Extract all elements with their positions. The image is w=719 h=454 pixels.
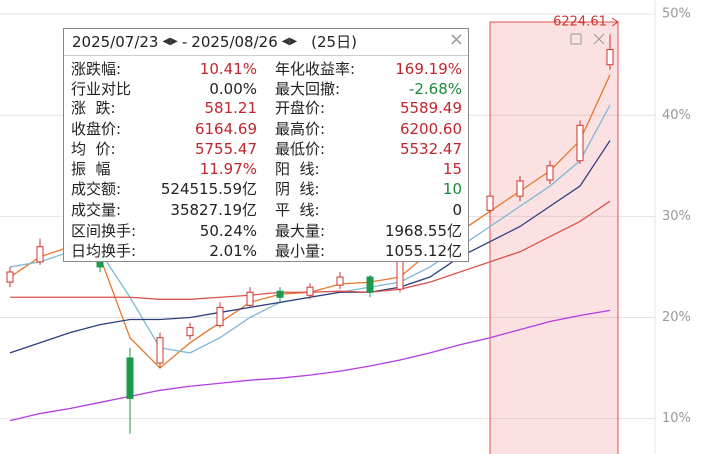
stat-label: 均 价: [71, 140, 116, 158]
stat-value: 10 [442, 180, 462, 198]
stat-value: 0.00% [209, 80, 257, 98]
stat-value: 524515.59亿 [160, 180, 257, 198]
stat-value: 6164.69 [194, 120, 257, 138]
stat-label: 成交量: [71, 201, 122, 219]
start-date: 2025/07/23 [72, 33, 159, 51]
end-date: 2025/08/26 [191, 33, 278, 51]
stat-value: 169.19% [395, 60, 462, 78]
high-label: 6224.61 [553, 15, 607, 30]
stat-label: 行业对比 [71, 80, 132, 98]
y-tick-label: 30% [662, 209, 691, 224]
close-icon[interactable] [593, 33, 605, 45]
candle-body [216, 306, 224, 327]
candle-body [36, 246, 44, 263]
separator: - [181, 33, 188, 51]
candle-body [156, 337, 164, 364]
marker-arrow [611, 17, 619, 27]
maximize-icon[interactable] [570, 33, 582, 45]
selection-range [489, 21, 619, 454]
stat-label: 涨 跌: [71, 99, 116, 117]
stat-label: 成交额: [71, 180, 122, 198]
stat-value: 0 [452, 201, 462, 219]
candle-body [276, 290, 284, 298]
stats-panel: 2025/07/23 ◀▶ - 2025/08/26 ◀▶ (25日) × 涨跌… [63, 28, 469, 262]
panel-header: 2025/07/23 ◀▶ - 2025/08/26 ◀▶ (25日) [72, 31, 357, 53]
stat-label: 最大量: [275, 222, 326, 240]
y-tick-label: 10% [662, 411, 691, 426]
candle-body [246, 291, 254, 306]
stat-label: 最高价: [275, 120, 326, 138]
divider [64, 55, 468, 56]
stat-label: 最小量: [275, 242, 326, 260]
stat-value: 5755.47 [194, 140, 257, 158]
stat-label: 年化收益率: [275, 60, 356, 78]
candle-body [366, 276, 374, 293]
stat-label: 最大回撤: [275, 80, 341, 98]
stat-value: 5589.49 [399, 99, 462, 117]
day-count: (25日) [311, 33, 357, 51]
stat-value: 50.24% [199, 222, 257, 240]
stat-value: -2.68% [408, 80, 462, 98]
candle-body [6, 271, 14, 283]
candle-body [126, 357, 134, 399]
stat-value: 581.21 [204, 99, 258, 117]
stat-value: 35827.19亿 [170, 201, 257, 219]
stat-value: 10.41% [199, 60, 257, 78]
stat-label: 收盘价: [71, 120, 122, 138]
stat-value: 1055.12亿 [384, 242, 462, 260]
stat-label: 阳 线: [275, 160, 320, 178]
stat-value: 5532.47 [399, 140, 462, 158]
stat-label: 日均换手: [71, 242, 137, 260]
stat-label: 开盘价: [275, 99, 326, 117]
end-stepper[interactable]: ◀▶ [281, 36, 298, 47]
moving-average-line [9, 309, 611, 422]
candle-body [306, 286, 314, 296]
y-tick-label: 40% [662, 108, 691, 123]
stat-value: 2.01% [209, 242, 257, 260]
stat-value: 15 [442, 160, 462, 178]
stat-label: 平 线: [275, 201, 320, 219]
candle-body [546, 165, 554, 181]
stat-label: 阴 线: [275, 180, 320, 198]
stat-label: 区间换手: [71, 222, 137, 240]
candle-body [576, 124, 584, 162]
candle-body [516, 180, 524, 197]
stat-value: 6200.60 [399, 120, 462, 138]
stat-label: 最低价: [275, 140, 326, 158]
y-tick-label: 50% [662, 7, 691, 22]
candle-body [186, 327, 194, 337]
y-tick-label: 20% [662, 310, 691, 325]
candle-body [606, 49, 614, 66]
start-stepper[interactable]: ◀▶ [162, 36, 178, 47]
panel-close[interactable]: × [448, 29, 464, 50]
candle-body [336, 276, 344, 286]
stat-value: 11.97% [199, 160, 257, 178]
candle-body [486, 195, 494, 211]
stat-label: 涨跌幅: [71, 60, 122, 78]
stat-label: 振 幅 [71, 160, 111, 178]
stat-value: 1968.55亿 [384, 222, 462, 240]
